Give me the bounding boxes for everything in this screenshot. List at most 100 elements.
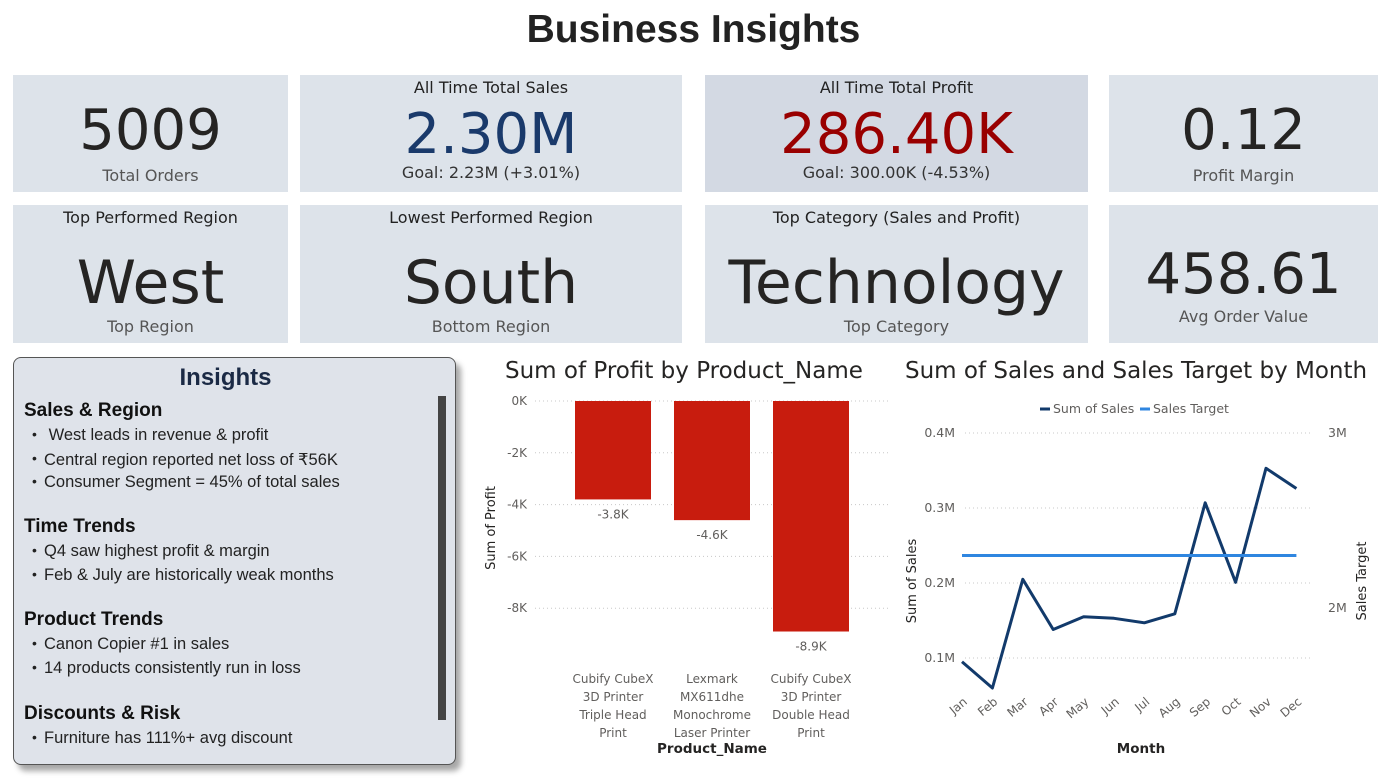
bar-xlabel: Product_Name <box>657 741 767 757</box>
line-xtick-label: Nov <box>1247 695 1274 721</box>
kpi-header: All Time Total Sales <box>413 78 569 97</box>
line-xtick-label: Jan <box>946 695 970 718</box>
bullet-item: • 14 products consistently run in loss <box>24 659 301 683</box>
kpi-label: Top Region <box>107 317 194 336</box>
bar-xtick-label: MX611dhe <box>680 690 744 704</box>
kpi-goal: Goal: 2.23M (+3.01%) <box>401 163 581 182</box>
kpi-total-orders[interactable]: 5009 Total Orders <box>13 75 288 192</box>
kpi-label: Total Orders <box>102 166 199 185</box>
kpi-total-sales[interactable]: All Time Total Sales 2.30M Goal: 2.23M (… <box>300 75 682 192</box>
line-ylabel2: Sales Target <box>1355 542 1370 621</box>
bullet-text: Central region reported net loss of ₹56K <box>44 450 338 469</box>
kpi-avg-order-value[interactable]: 458.61 Avg Order Value <box>1109 205 1378 343</box>
line-y2tick-label: 2M <box>1328 600 1347 615</box>
bar-xtick-label: Double Head <box>772 708 850 722</box>
line-chart-title: Sum of Sales and Sales Target by Month <box>905 358 1368 384</box>
bar-xtick-label: Lexmark <box>686 672 738 686</box>
kpi-value: 458.61 <box>1145 242 1342 307</box>
bar-ytick-label: -2K <box>507 446 528 460</box>
profit-bar-chart[interactable]: 0K -2K -4K -6K -8K Sum of Profit -3.8K Cubify C… <box>475 388 895 768</box>
bullet-item: • Canon Copier #1 in sales <box>24 635 301 659</box>
kpi-goal: Goal: 300.00K (-4.53%) <box>802 163 991 182</box>
bar-xtick-label: Cubify CubeX <box>572 672 653 686</box>
kpi-profit-margin[interactable]: 0.12 Profit Margin <box>1109 75 1378 192</box>
kpi-label: Bottom Region <box>431 317 551 336</box>
kpi-value: South <box>403 248 579 318</box>
bullet-text: West leads in revenue & profit <box>44 426 269 444</box>
line-ytick-label: 0.4M <box>924 425 955 440</box>
line-ytick-label: 0.1M <box>924 650 955 665</box>
legend-label[interactable]: Sum of Sales <box>1053 401 1134 416</box>
bar-data-label: -4.6K <box>696 528 728 542</box>
bullet-text: Q4 saw highest profit & margin <box>44 542 270 560</box>
kpi-lowest-region[interactable]: Lowest Performed Region South Bottom Reg… <box>300 205 682 343</box>
section-title: Sales & Region <box>24 400 163 421</box>
kpi-header: All Time Total Profit <box>819 78 974 97</box>
line-xtick-label: May <box>1064 695 1092 722</box>
line-xtick-label: Apr <box>1036 695 1061 719</box>
bar-xtick-label: Print <box>797 726 825 740</box>
section-title: Time Trends <box>24 516 136 537</box>
kpi-value: Technology <box>728 248 1065 318</box>
insight-section-product-trends: Product Trends • Canon Copier #1 in sales… <box>24 609 301 682</box>
kpi-top-region[interactable]: Top Performed Region West Top Region <box>13 205 288 343</box>
bar-ylabel: Sum of Profit <box>484 486 499 570</box>
kpi-value: 0.12 <box>1181 98 1306 163</box>
series-line[interactable] <box>961 466 1298 690</box>
bar-ytick-label: 0K <box>511 394 528 408</box>
bar-xtick-label: Monochrome <box>673 708 751 722</box>
kpi-header: Top Performed Region <box>63 208 238 227</box>
kpi-value: 5009 <box>79 98 222 163</box>
insights-scrollbar[interactable] <box>438 396 446 720</box>
bar[interactable] <box>773 401 849 632</box>
bullet-item: • Central region reported net loss of ₹56… <box>24 450 340 474</box>
legend-label[interactable]: Sales Target <box>1153 401 1229 416</box>
insight-section-sales-region: Sales & Region • West leads in revenue &… <box>24 400 340 497</box>
line-xtick-label: Jun <box>1098 695 1122 718</box>
bullet-text: Furniture has 111%+ avg discount <box>44 729 293 747</box>
kpi-header: Lowest Performed Region <box>389 208 593 227</box>
insight-section-discounts-risk: Discounts & Risk • Furniture has 111%+ av… <box>24 703 292 753</box>
bar-xtick-label: Print <box>599 726 627 740</box>
kpi-value: West <box>76 248 225 318</box>
line-ytick-label: 0.2M <box>924 575 955 590</box>
kpi-label: Avg Order Value <box>1178 307 1309 326</box>
kpi-label: Top Category <box>843 317 950 336</box>
kpi-value: 286.40K <box>780 102 1013 167</box>
bullet-icon: • <box>32 729 37 745</box>
line-xtick-label: Dec <box>1278 695 1305 721</box>
bar[interactable] <box>674 401 750 521</box>
section-title: Discounts & Risk <box>24 703 181 724</box>
bullet-icon: • <box>32 449 37 466</box>
bar-xtick-label: Cubify CubeX <box>770 672 851 686</box>
line-y2tick-label: 3M <box>1328 425 1347 440</box>
bullet-icon: • <box>32 565 37 582</box>
insights-panel[interactable]: Insights Sales & Region • West leads in … <box>13 357 456 765</box>
kpi-header: Top Category (Sales and Profit) <box>772 208 1021 227</box>
line-xtick-label: Oct <box>1219 694 1244 718</box>
kpi-label: Profit Margin <box>1192 166 1295 185</box>
bullet-item: • Q4 saw highest profit & margin <box>24 542 334 566</box>
bullet-icon: • <box>32 426 37 442</box>
bullet-text: 14 products consistently run in loss <box>44 658 301 677</box>
line-xtick-label: Jul <box>1131 695 1152 716</box>
kpi-total-profit[interactable]: All Time Total Profit 286.40K Goal: 300.… <box>705 75 1088 192</box>
bullet-item: • Feb & July are historically weak months <box>24 566 334 590</box>
bullet-item: • Furniture has 111%+ avg discount <box>24 729 292 753</box>
bullet-icon: • <box>32 473 37 489</box>
bar-ytick-label: -6K <box>507 549 528 563</box>
bullet-item: • West leads in revenue & profit <box>24 426 340 450</box>
kpi-top-category[interactable]: Top Category (Sales and Profit) Technolo… <box>705 205 1088 343</box>
bullet-icon: • <box>32 658 37 675</box>
page-title: Business Insights <box>526 8 861 51</box>
bar[interactable] <box>575 401 651 500</box>
line-xlabel: Month <box>1117 741 1165 757</box>
line-xtick-label: Feb <box>975 695 1000 719</box>
sales-line-chart[interactable]: Sum of Sales Sales Target 0.1M 0.2M 0.3M 0.4M… <box>895 388 1382 768</box>
line-xtick-label: Mar <box>1004 695 1030 720</box>
bar-ytick-label: -8K <box>507 601 528 615</box>
bar-xtick-label: Triple Head <box>578 708 646 722</box>
bullet-text: Feb & July are historically weak months <box>44 565 334 584</box>
insight-section-time-trends: Time Trends • Q4 saw highest profit & mar… <box>24 516 334 589</box>
